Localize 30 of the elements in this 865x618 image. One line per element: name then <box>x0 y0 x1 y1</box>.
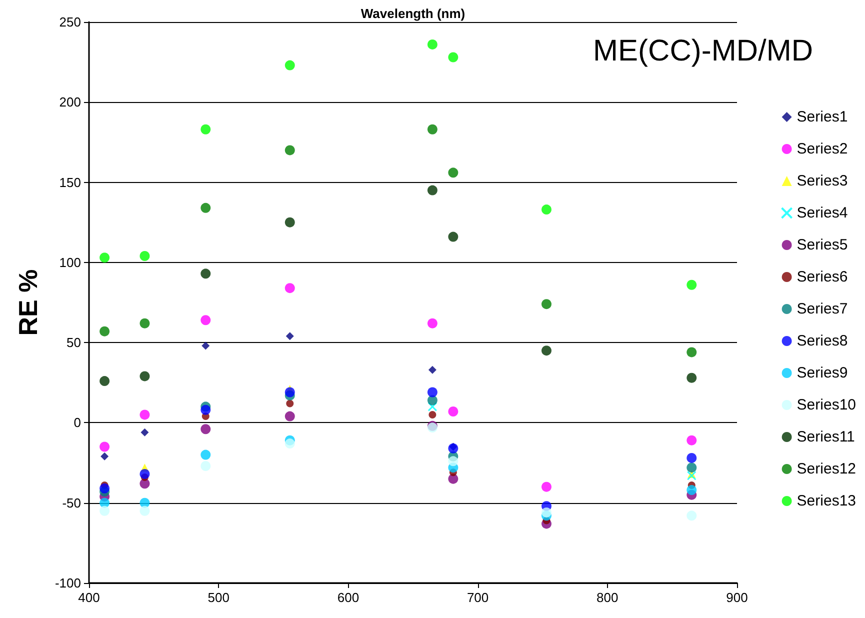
y-tick-label: 250 <box>59 14 81 30</box>
y-tick-label: -50 <box>62 495 81 510</box>
x-tick-label: 400 <box>78 590 100 605</box>
legend-label: Series10 <box>796 396 856 414</box>
y-tick-label: -100 <box>54 576 81 590</box>
legend-label: Series11 <box>796 428 855 446</box>
legend-label: Series6 <box>796 268 848 286</box>
annotation: ME(CC)-MD/MD <box>593 34 814 68</box>
legend-label: Series13 <box>796 492 856 510</box>
y-tick-label: 100 <box>59 254 81 270</box>
x-tick-label: 900 <box>726 590 748 605</box>
x-axis-title: Wavelength (nm) <box>360 6 466 21</box>
legend-label: Series8 <box>796 332 848 350</box>
legend-label: Series2 <box>796 140 848 158</box>
legend-label: Series4 <box>796 204 848 222</box>
legend-label: Series1 <box>796 108 848 126</box>
legend-label: Series3 <box>796 172 848 190</box>
legend-label: Series9 <box>796 364 848 382</box>
x-tick-label: 600 <box>337 590 360 605</box>
y-tick-label: 50 <box>66 335 81 350</box>
legend-label: Series5 <box>796 236 848 254</box>
x-tick-label: 700 <box>466 590 489 605</box>
y-tick-label: 0 <box>74 415 81 430</box>
x-tick-label: 800 <box>596 590 618 605</box>
y-tick-label: 150 <box>59 174 81 190</box>
x-tick-label: 500 <box>208 590 230 605</box>
legend-label: Series7 <box>796 300 848 318</box>
y-tick-label: 200 <box>59 94 81 110</box>
y-axis-title: RE % <box>13 269 43 336</box>
legend-label: Series12 <box>796 460 856 478</box>
